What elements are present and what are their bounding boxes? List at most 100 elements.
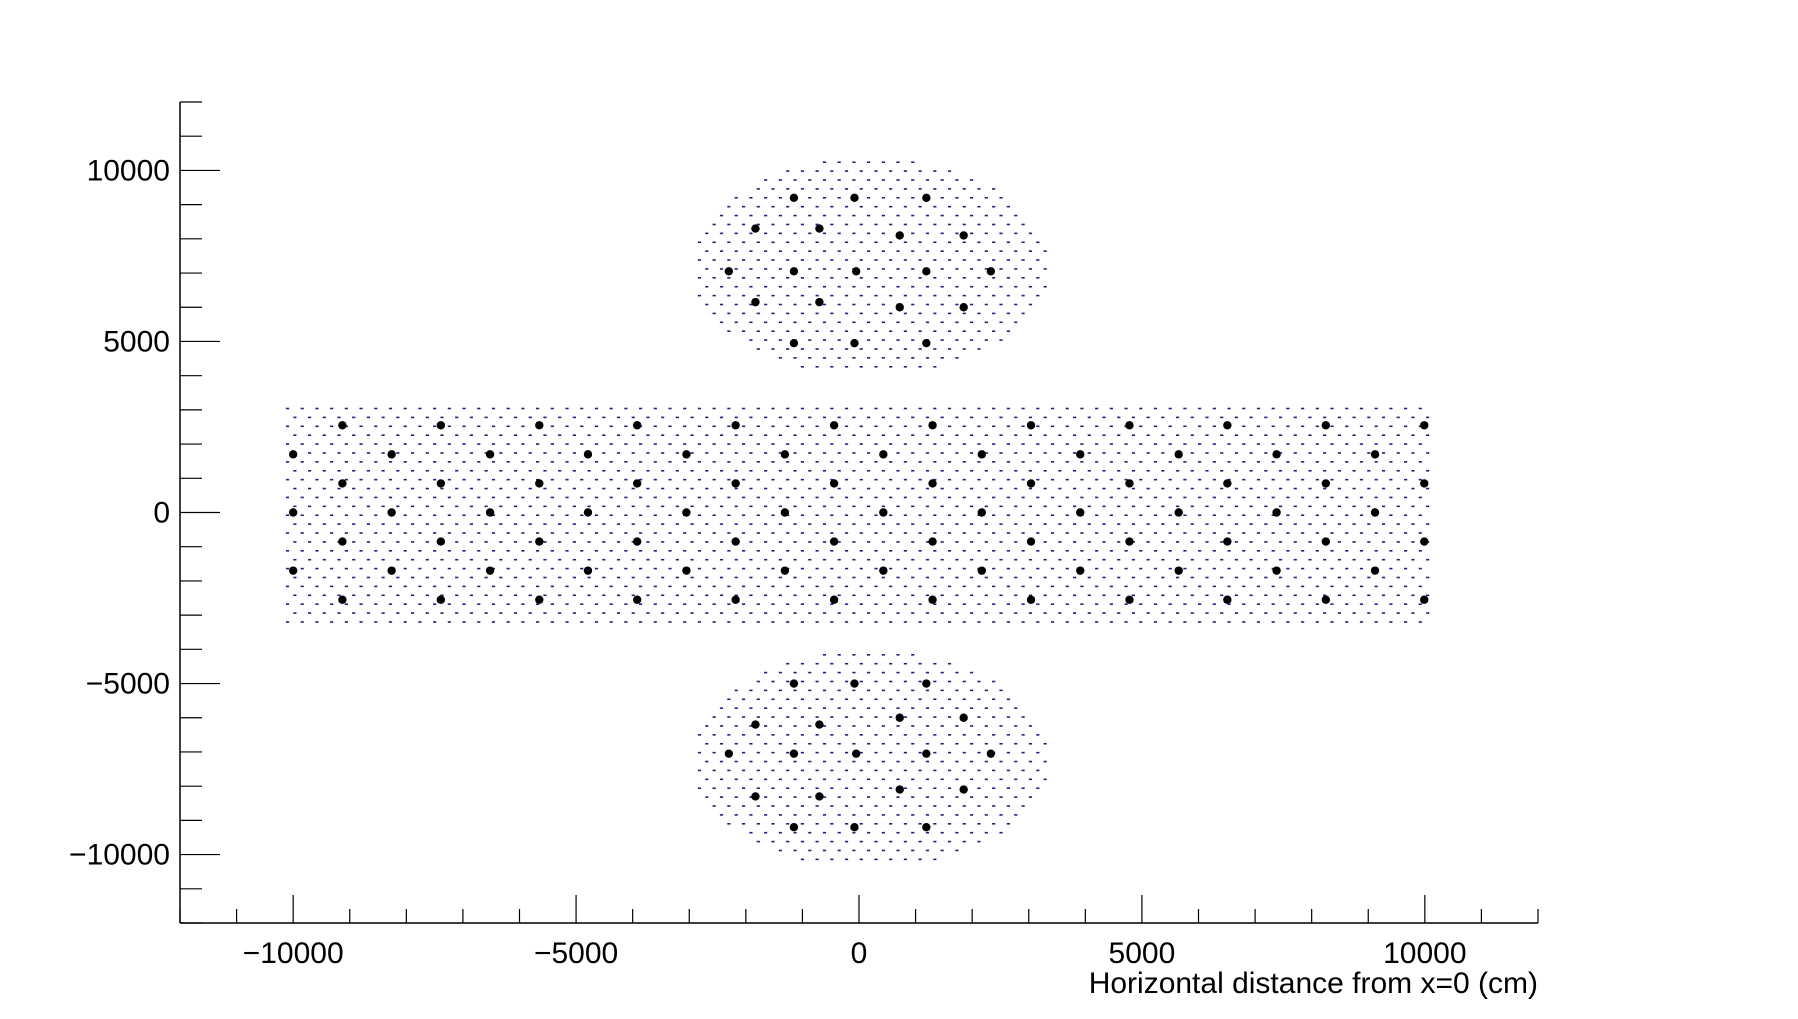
data-point: [1321, 537, 1331, 546]
data-point: [1272, 566, 1281, 575]
data-point: [789, 193, 799, 202]
data-point: [928, 537, 937, 546]
x-axis-title: Horizontal distance from x=0 (cm): [1089, 967, 1538, 1000]
data-point: [850, 679, 859, 688]
data-point: [928, 595, 937, 604]
data-point: [829, 479, 839, 488]
data-point: [436, 537, 446, 546]
y-tick-label: −5000: [86, 668, 170, 701]
data-point: [485, 508, 495, 517]
data-point: [922, 267, 931, 276]
data-point: [1321, 479, 1331, 488]
data-point: [288, 508, 298, 517]
data-point: [632, 595, 642, 604]
x-tick-label: −10000: [243, 937, 344, 970]
data-point: [928, 421, 937, 430]
data-point: [338, 537, 347, 546]
axes: −10000 −5000 0 5000 10000 −10000 −5000 0 5000 100…: [69, 101, 1539, 970]
data-point: [879, 450, 888, 459]
data-point: [436, 595, 446, 604]
data-point: [485, 450, 495, 459]
y-tick-label: 5000: [103, 325, 170, 358]
data-point: [829, 421, 839, 430]
data-point: [682, 450, 691, 459]
data-point: [922, 338, 931, 348]
data-point: [583, 566, 593, 575]
data-point: [1370, 566, 1380, 575]
data-point: [1223, 595, 1232, 604]
data-point: [879, 566, 888, 575]
data-point: [789, 338, 799, 348]
data-point: [682, 508, 691, 517]
data-point: [682, 566, 691, 575]
data-point: [789, 679, 799, 688]
data-point: [815, 224, 824, 233]
data-point: [850, 338, 859, 348]
data-point: [1026, 595, 1036, 604]
data-point: [780, 566, 790, 575]
data-point: [1223, 479, 1232, 488]
x-tick-label: −5000: [534, 937, 618, 970]
data-point: [387, 450, 396, 459]
data-point: [583, 508, 593, 517]
data-point: [731, 537, 740, 546]
data-point: [338, 479, 347, 488]
data-point: [731, 479, 740, 488]
data-point: [1321, 421, 1331, 430]
data-point: [1420, 595, 1429, 604]
data-point: [959, 785, 968, 794]
data-point: [895, 785, 904, 794]
x-tick-label: 5000: [1109, 937, 1176, 970]
data-point: [1174, 566, 1183, 575]
data-point: [829, 595, 839, 604]
data-point: [535, 595, 544, 604]
data-point: [986, 749, 996, 758]
data-point: [986, 267, 996, 276]
data-point: [959, 303, 968, 312]
y-tick-label: 10000: [87, 154, 170, 187]
data-point: [1321, 595, 1331, 604]
data-point: [1272, 508, 1281, 517]
data-point: [288, 450, 298, 459]
data-point: [1420, 537, 1429, 546]
data-point: [731, 595, 740, 604]
data-point: [851, 267, 861, 276]
data-point: [928, 479, 937, 488]
data-point: [977, 508, 986, 517]
data-point: [724, 749, 734, 758]
data-point: [1076, 566, 1085, 575]
data-point: [751, 792, 760, 801]
data-point: [895, 231, 904, 240]
data-point: [535, 421, 544, 430]
data-point: [895, 713, 904, 722]
data-point: [895, 303, 904, 312]
data-point: [338, 421, 347, 430]
y-tick-label: 0: [153, 497, 170, 530]
data-point: [632, 537, 642, 546]
data-point: [815, 720, 824, 729]
data-point: [922, 749, 931, 758]
data-point: [632, 479, 642, 488]
data-point: [1026, 421, 1036, 430]
axis-ticks: −10000 −5000 0 5000 10000 −10000 −5000 0 5000 100…: [69, 101, 1539, 970]
y-tick-label: −10000: [69, 839, 170, 872]
data-point: [436, 421, 446, 430]
x-tick-label: 10000: [1383, 937, 1466, 970]
data-point: [1370, 508, 1380, 517]
data-point: [977, 566, 986, 575]
data-point: [1174, 450, 1183, 459]
data-point: [1223, 537, 1232, 546]
data-point: [850, 193, 859, 202]
data-point: [1420, 421, 1429, 430]
data-point: [1420, 479, 1429, 488]
data-point: [789, 749, 799, 758]
data-point: [731, 421, 740, 430]
data-point: [535, 537, 544, 546]
data-point: [922, 823, 931, 832]
data-point: [1174, 508, 1183, 517]
data-point: [288, 566, 298, 575]
data-point: [485, 566, 495, 575]
data-point: [922, 679, 931, 688]
data-point: [387, 508, 396, 517]
data-point: [1026, 479, 1036, 488]
